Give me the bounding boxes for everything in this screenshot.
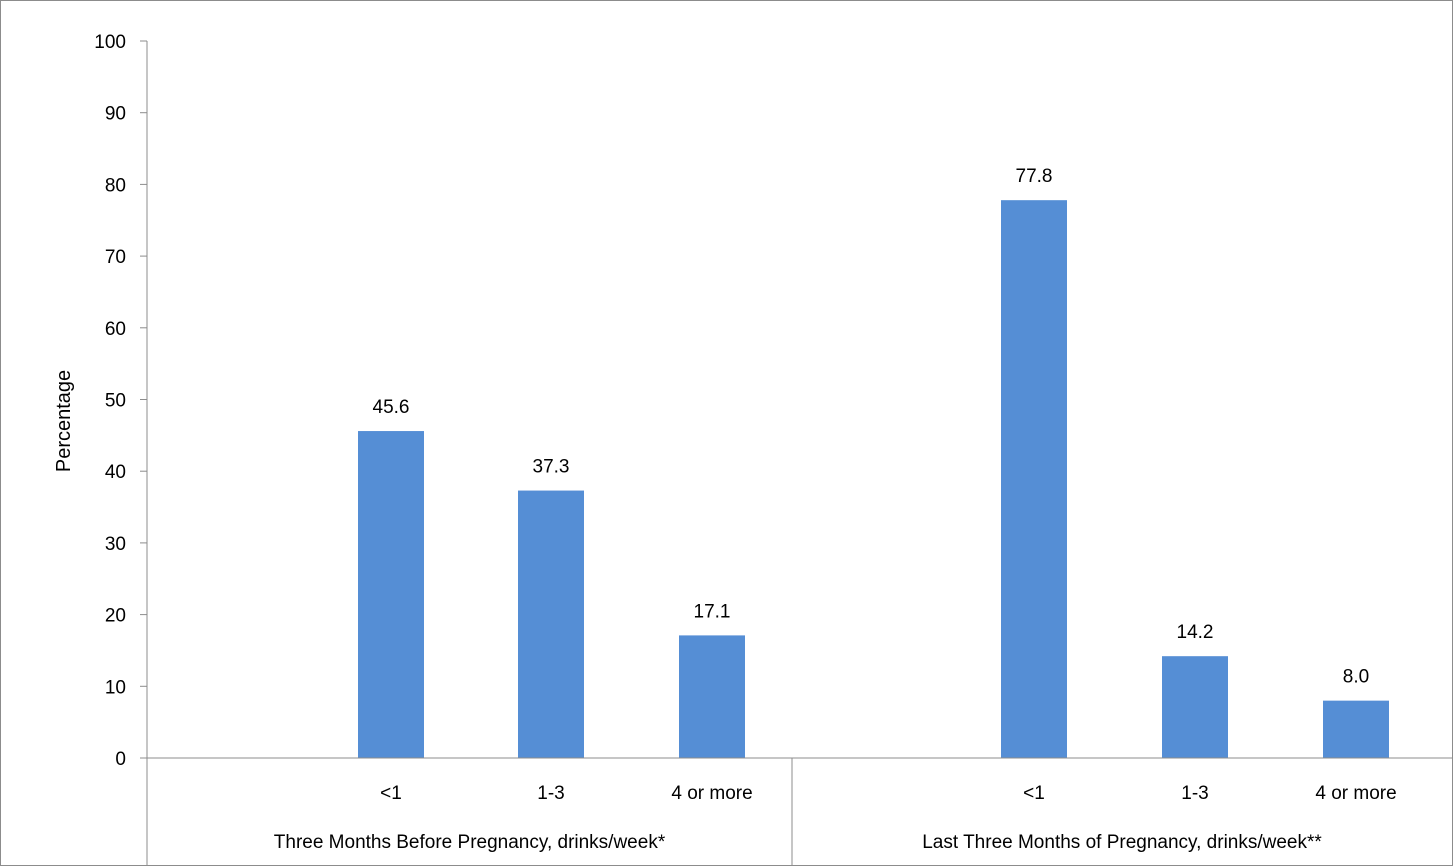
data-label: 45.6	[373, 397, 410, 418]
x-category-label: 1-3	[537, 783, 564, 804]
y-tick-label: 20	[105, 606, 126, 627]
bar	[1323, 700, 1389, 758]
y-tick-label: 30	[105, 534, 126, 555]
y-tick-label: 60	[105, 319, 126, 340]
bar	[358, 431, 424, 758]
y-tick-label: 0	[115, 749, 126, 770]
data-label: 8.0	[1343, 667, 1369, 688]
bars: 45.6 37.3 17.1 77.8 14.2 8.0	[358, 166, 1389, 758]
data-label: 37.3	[533, 457, 570, 478]
bar	[1162, 656, 1228, 758]
y-tick-label: 50	[105, 391, 126, 412]
y-tick-label: 10	[105, 677, 126, 698]
bar	[1001, 200, 1067, 758]
x-group-label: Three Months Before Pregnancy, drinks/we…	[274, 832, 666, 853]
y-tick-label: 40	[105, 462, 126, 483]
data-label: 14.2	[1177, 622, 1214, 643]
data-label: 17.1	[694, 601, 731, 622]
x-category-label: 4 or more	[1315, 783, 1396, 804]
y-tick-label: 80	[105, 175, 126, 196]
bar	[518, 490, 584, 758]
x-category-label: <1	[1023, 783, 1045, 804]
x-category-label: 1-3	[1181, 783, 1208, 804]
y-tick-label: 70	[105, 247, 126, 268]
y-axis-title: Percentage	[53, 370, 75, 472]
data-label: 77.8	[1016, 166, 1053, 187]
x-category-label: 4 or more	[671, 783, 752, 804]
bar	[679, 635, 745, 758]
y-axis: 0 10 20 30 40 50 60 70 80 90 100	[94, 32, 148, 770]
y-tick-label: 100	[94, 32, 126, 53]
y-tick-label: 90	[105, 104, 126, 125]
x-axis: <1 1-3 4 or more Three Months Before Pregna…	[146, 757, 1452, 865]
x-group-label: Last Three Months of Pregnancy, drinks/w…	[922, 832, 1322, 853]
x-category-label: <1	[380, 783, 402, 804]
